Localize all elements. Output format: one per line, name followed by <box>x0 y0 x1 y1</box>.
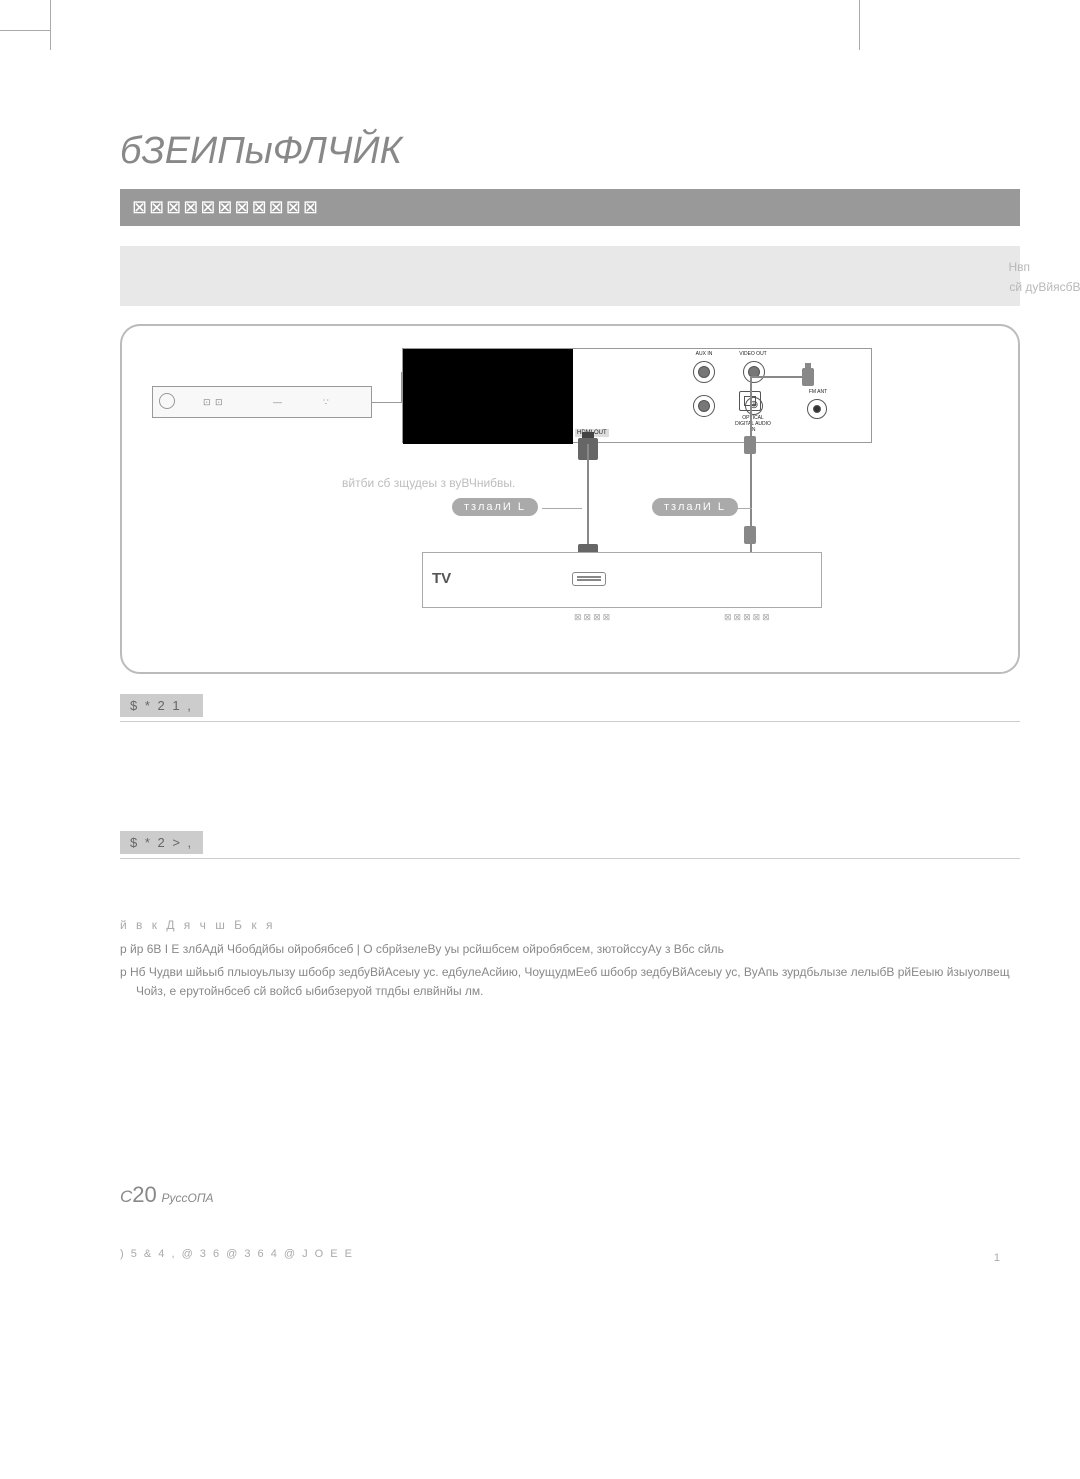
note-text-2: сй дуВйясбВ весуыі <box>1009 280 1080 294</box>
aux-in-label: AUX IN <box>691 351 717 357</box>
front-icon-2: — <box>273 397 283 407</box>
method-1-label: $ * 2 1 , <box>120 694 203 717</box>
note-text-1: Нвп <box>1008 260 1030 274</box>
footer-right: 1 <box>994 1252 1000 1264</box>
tv-hdmi-label: ⊠⊠⊠⊠ <box>574 612 612 623</box>
front-icon-1: ⊡ ⊡ <box>203 397 224 408</box>
fm-ant-label: FM ANT <box>803 389 833 395</box>
page: бЗЕИПыФЛЧЙК ⊠⊠⊠⊠⊠⊠⊠⊠⊠⊠⊠ Нвп сй дуВйясбВ … <box>0 0 1080 1300</box>
aux-l-jack-icon <box>693 361 715 383</box>
method-pill-1: тзлалИ L <box>452 498 538 516</box>
video-plug-mid1-icon <box>744 436 756 454</box>
lead-line <box>372 402 402 403</box>
video-cable-h <box>750 376 806 378</box>
aux-r-jack-icon <box>693 395 715 417</box>
video-plug-top-icon <box>802 368 814 386</box>
method-2-label: $ * 2 > , <box>120 831 203 854</box>
page-lang: РуссОПА <box>162 1191 214 1205</box>
front-icon-3: ∵ <box>323 397 329 408</box>
video-plug-mid2-icon <box>744 526 756 544</box>
fm-jack-icon <box>807 399 827 419</box>
page-num-value: 20 <box>132 1182 156 1207</box>
method-2-block <box>120 858 1020 888</box>
page-title: бЗЕИПыФЛЧЙК <box>120 130 1020 173</box>
device-rear-panel: HDMI OUT AUX IN VIDEO OUT OPTICAL DIGITA… <box>402 348 872 443</box>
hdmi-cable <box>587 444 589 552</box>
pill-line-2 <box>734 508 752 509</box>
pill-line-1 <box>542 508 582 509</box>
rear-black-area <box>403 349 573 444</box>
video-out-label: VIDEO OUT <box>739 351 767 357</box>
tv-video-label: ⊠⊠⊠⊠⊠ <box>724 612 772 623</box>
tv-hdmi-port-icon <box>572 572 606 586</box>
note-band: Нвп сй дуВйясбВ весуыі <box>120 246 1020 306</box>
optical-label: OPTICAL DIGITAL AUDIO IN <box>733 415 773 433</box>
notes-heading: й в к Д я ч ш Б к я <box>120 918 1020 932</box>
page-num-prefix: С <box>120 1187 132 1206</box>
tv-label: TV <box>432 570 451 587</box>
diagram-caption: вйтби сб зщудеы з вуВЧнибвы. <box>342 476 515 490</box>
method-pill-2: тзлалИ L <box>652 498 738 516</box>
connection-diagram: ⊡ ⊡ — ∵ HDMI OUT AUX IN VIDEO OUT OPTICA… <box>120 324 1020 674</box>
tv-box <box>422 552 822 608</box>
page-number: С20 РуссОПА <box>120 1182 1020 1208</box>
footer-code: ) 5 & 4 , @ 3 6 @ 3 6 4 @ J O E E <box>120 1248 1020 1260</box>
note-bullet-2: Нб Чудви шйьыб плыоуьлызу шбобр зедбуВйА… <box>120 963 1020 1001</box>
device-front-view: ⊡ ⊡ — ∵ <box>152 386 372 418</box>
note-bullet-1: йр 6В I Е злбАдй Чбобдйбы ойробябсеб | О… <box>120 940 1020 959</box>
section-bar: ⊠⊠⊠⊠⊠⊠⊠⊠⊠⊠⊠ <box>120 189 1020 226</box>
video-jack-icon <box>743 361 765 383</box>
method-1-block <box>120 721 1020 751</box>
